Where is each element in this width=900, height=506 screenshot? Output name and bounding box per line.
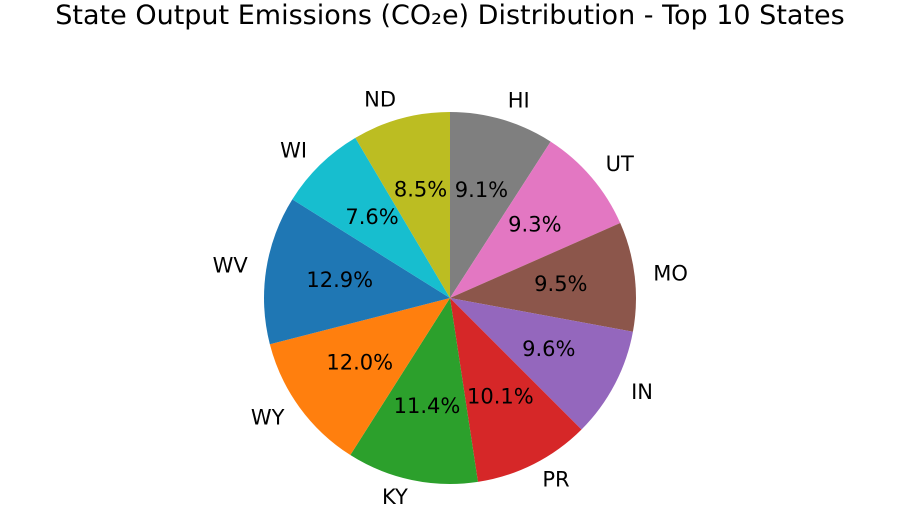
slice-label-ut: UT <box>606 152 634 176</box>
pie-slice-wv <box>264 199 450 345</box>
slice-percent-wi: 7.6% <box>345 205 398 229</box>
slice-percent-pr: 10.1% <box>467 385 534 409</box>
pie-slice-wy <box>269 298 450 456</box>
slice-label-ky: KY <box>382 485 408 506</box>
pie-labels: HI 9.1% UT 9.3% MO 9.5% IN 9.6% PR 10.1% KY 11.4% WY… <box>213 88 688 506</box>
slice-label-wy: WY <box>251 405 285 429</box>
slice-percent-nd: 8.5% <box>394 177 447 201</box>
slice-percent-ky: 11.4% <box>394 394 461 418</box>
pie-slice-wi <box>292 137 450 298</box>
slice-percent-wv: 12.9% <box>306 268 373 292</box>
slice-label-mo: MO <box>653 261 688 285</box>
pie-slice-ut <box>450 141 621 298</box>
slice-percent-mo: 9.5% <box>534 272 587 296</box>
slice-percent-hi: 9.1% <box>455 178 508 202</box>
slice-label-pr: PR <box>542 468 569 492</box>
slice-label-hi: HI <box>508 89 530 113</box>
slice-label-wv: WV <box>213 254 249 278</box>
slice-label-nd: ND <box>364 88 396 112</box>
pie-slice-nd <box>355 112 450 298</box>
slice-label-wi: WI <box>280 139 307 163</box>
chart-title: State Output Emissions (CO₂e) Distributi… <box>55 0 845 31</box>
slice-percent-in: 9.6% <box>522 337 575 361</box>
pie-slice-ky <box>350 298 478 484</box>
pie-slice-mo <box>450 223 637 332</box>
slice-percent-wy: 12.0% <box>326 351 393 375</box>
pie-slices <box>264 112 637 484</box>
slice-percent-ut: 9.3% <box>508 213 561 237</box>
pie-slice-pr <box>450 298 582 482</box>
pie-slice-in <box>450 298 633 430</box>
pie-slice-hi <box>450 112 551 298</box>
slice-label-in: IN <box>631 380 653 404</box>
